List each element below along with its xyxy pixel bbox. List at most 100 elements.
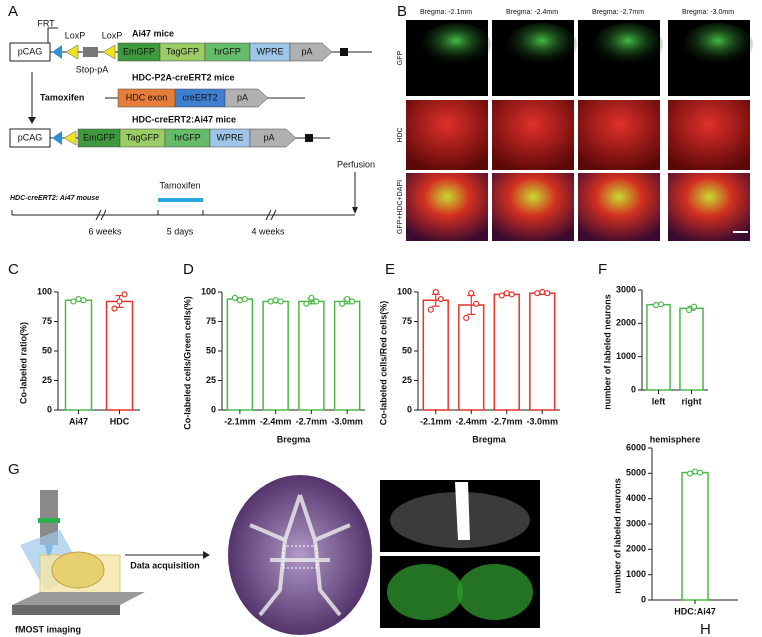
break-mark <box>95 209 277 221</box>
data-point <box>690 303 698 310</box>
brain-structure <box>249 494 351 617</box>
data-point <box>463 314 470 322</box>
gene-label: TagGFP <box>166 46 199 56</box>
data-point <box>75 295 82 303</box>
x-tick-label: -3.0mm <box>526 416 558 426</box>
gene-label: HDC exon <box>126 92 168 102</box>
image-signal <box>455 482 470 540</box>
x-axis-label: hemisphere <box>650 434 701 444</box>
row-label: GFP <box>397 50 404 65</box>
data-point <box>498 292 505 299</box>
y-tick-label: 75 <box>206 316 216 326</box>
y-axis-label: number of labeled neurons <box>612 478 622 594</box>
bar <box>64 299 93 411</box>
stage-side <box>12 605 120 615</box>
objective <box>40 490 58 545</box>
frt-label: FRT <box>37 18 55 28</box>
tamoxifen-label: Tamoxifen <box>40 92 84 102</box>
end-marker <box>305 134 313 142</box>
bar <box>422 299 449 411</box>
arrowhead <box>203 551 210 559</box>
loxp-site <box>65 44 79 60</box>
x-tick-label: Ai47 <box>69 416 88 426</box>
gene-label: pA <box>301 46 312 56</box>
y-tick-label: 4000 <box>626 493 646 503</box>
column-label: Bregma: -2.7mm <box>592 9 644 16</box>
step-label: Data acquisition <box>130 560 200 570</box>
bar <box>226 298 254 411</box>
gene-label: pA <box>237 92 248 102</box>
data-point <box>236 297 243 304</box>
micrograph-signal <box>507 23 577 67</box>
y-tick-label: 100 <box>201 286 216 296</box>
panel-label: F <box>598 261 607 278</box>
bar <box>333 300 361 411</box>
micrograph-signal <box>421 23 491 67</box>
data-point <box>313 298 320 305</box>
treatment-label: Tamoxifen <box>159 180 200 190</box>
panel-label: A <box>8 3 18 20</box>
data-point <box>231 294 238 301</box>
y-tick-label: 50 <box>206 345 216 355</box>
data-point <box>349 298 356 305</box>
data-point <box>432 288 439 296</box>
gene-label: hrGFP <box>214 46 241 56</box>
y-tick-label: 2000 <box>616 318 636 328</box>
data-point <box>272 297 279 304</box>
y-axis-label: Co-labeled ratio(%) <box>18 322 28 404</box>
bar <box>298 300 325 411</box>
micrograph <box>668 173 750 241</box>
data-point <box>80 297 87 304</box>
y-tick-label: 50 <box>402 345 412 355</box>
promoter-box <box>9 42 51 62</box>
y-tick-label: 0 <box>641 594 646 604</box>
bar <box>529 292 556 411</box>
row-label: GFP+HDC+DAPI <box>397 180 404 234</box>
objective-ring <box>38 518 60 523</box>
period-label: 4 weeks <box>251 226 285 236</box>
gene-label: WPRE <box>217 132 244 142</box>
panel-label: H <box>700 621 711 637</box>
stage <box>12 592 145 605</box>
bar <box>493 293 520 411</box>
data-point <box>427 306 434 313</box>
data-point <box>339 300 346 307</box>
bar <box>679 307 704 391</box>
frt-site <box>52 131 62 145</box>
y-tick-label: 1000 <box>616 351 636 361</box>
x-tick-label: HDC <box>110 416 130 426</box>
data-point <box>652 301 660 309</box>
gene-label: pA <box>263 132 274 142</box>
data-point <box>696 469 704 476</box>
promoter-label: pCAG <box>18 132 43 142</box>
stop-label: Stop-pA <box>76 64 109 74</box>
image-signal <box>387 564 463 620</box>
endpoint-label: Perfusion <box>337 159 375 169</box>
y-tick-label: 75 <box>402 316 412 326</box>
y-axis-label: Co-labeled cells/Red cells(%) <box>378 301 388 426</box>
arrowhead <box>28 117 36 124</box>
y-tick-label: 0 <box>211 404 216 414</box>
data-point <box>344 295 351 303</box>
x-tick-label: right <box>682 396 702 406</box>
roi-box <box>282 545 318 569</box>
data-point <box>308 294 315 301</box>
gene-label: EmGFP <box>83 132 115 142</box>
step-label: fMOST imaging <box>15 624 81 634</box>
treatment-bar <box>158 198 203 202</box>
bar <box>105 300 134 411</box>
x-tick-label: HDC:Ai47 <box>674 606 716 616</box>
data-point <box>544 290 551 297</box>
data-point <box>468 290 475 297</box>
data-point <box>241 295 248 303</box>
data-point <box>534 290 541 297</box>
x-axis-label: Bregma <box>277 434 312 444</box>
data-point <box>303 300 310 307</box>
construct-title: HDC-P2A-creERT2 mice <box>132 72 235 82</box>
y-axis-label: number of labeled neurons <box>602 294 612 410</box>
gene-label: TagGFP <box>126 132 159 142</box>
y-tick-label: 0 <box>407 404 412 414</box>
data-point <box>503 290 510 297</box>
